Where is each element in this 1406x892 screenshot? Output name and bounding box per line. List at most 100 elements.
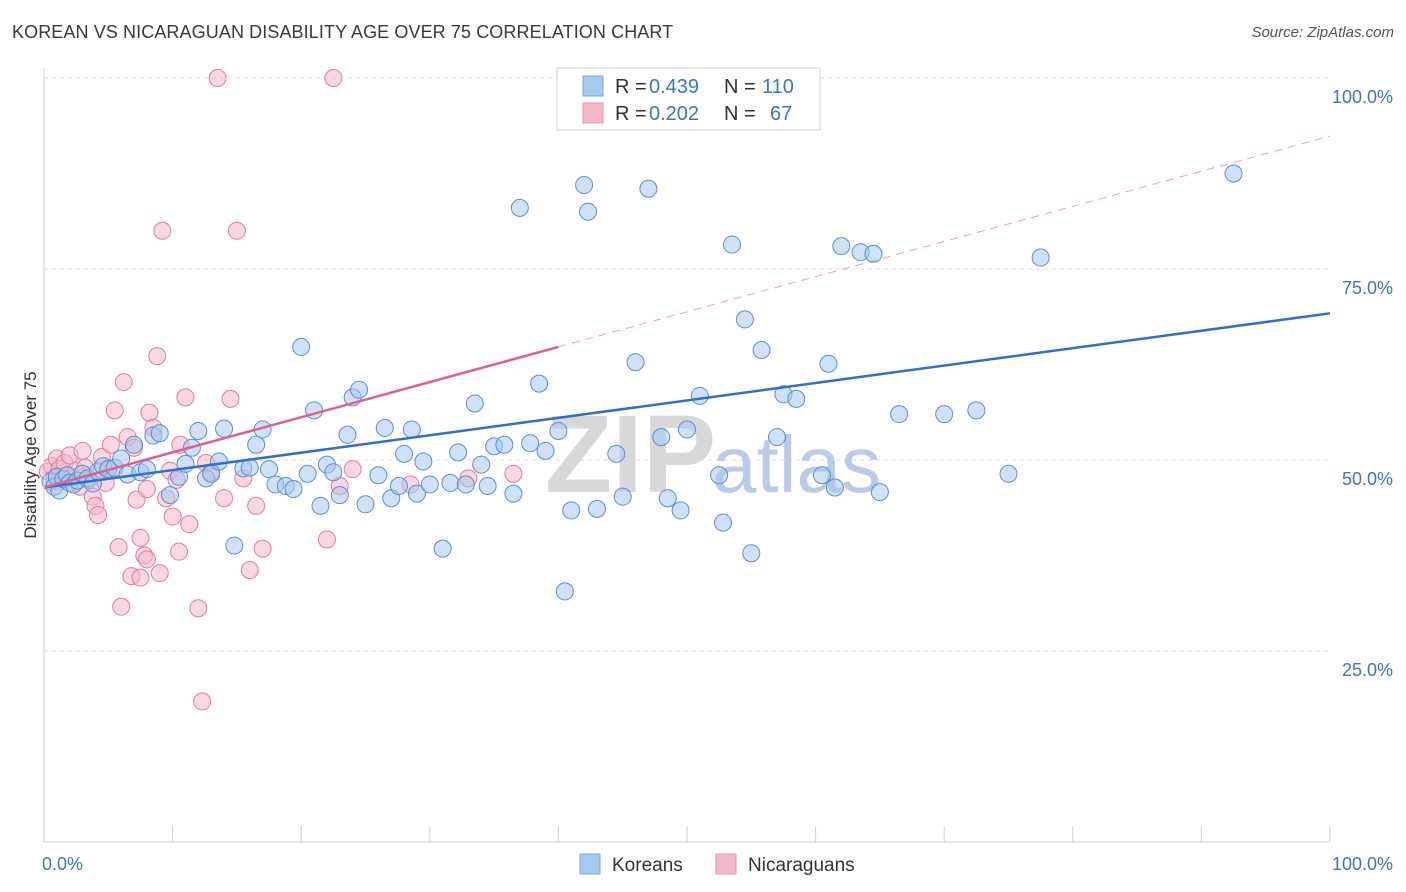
korean-point [710,466,729,485]
korean-point [456,475,475,494]
korean-point [284,480,303,499]
y-tick-label-75: 75.0% [1342,278,1393,298]
watermark-atlas: atlas [712,420,881,509]
korean-point [714,513,733,532]
korean-point [870,483,889,502]
korean-point [575,175,594,194]
nicaraguan-point [163,507,182,526]
axes [43,68,1331,843]
trend-lines [43,135,1331,489]
nicaraguan-point [317,530,336,549]
koreans-r-value: 0.439 [649,76,699,98]
koreans-n-value: 110 [762,76,794,98]
korean-point [562,501,581,520]
nicaraguans-n-value: 67 [770,103,792,125]
korean-point [209,452,228,471]
nicaraguan-point [89,506,108,525]
korean-point [1031,248,1050,267]
korean-point [298,464,317,483]
korean-point [752,340,771,359]
x-tick-label-max: 100.0% [1332,854,1393,874]
korean-point [247,435,266,454]
korean-point [449,443,468,462]
korean-point [338,425,357,444]
nicaraguan-point [504,464,523,483]
y-axis-label: Disability Age Over 75 [21,371,40,538]
nicaraguan-point [176,388,195,407]
korean-point [530,374,549,393]
korean-point [768,428,787,447]
korean-point [504,484,523,503]
korean-point [787,389,806,408]
korean-point [607,444,626,463]
nicaraguans-points [38,69,523,711]
nicaraguan-point [131,568,150,587]
korean-point [935,405,954,424]
korean-point [832,237,851,256]
nicaraguan-point [101,435,120,454]
korean-point [639,179,658,198]
nicaraguans-swatch [582,102,604,124]
korean-point [407,484,426,503]
koreans-points [41,164,1243,601]
korean-point [967,401,986,420]
korean-point [375,418,394,437]
nicaraguan-point [153,221,172,240]
nicaraguans-trend-line [43,345,559,489]
korean-point [330,486,349,505]
nicaraguan-point [73,441,92,460]
stats-legend: R = 0.439 N = 110 R = 0.202 N = 67 [556,67,821,131]
y-tick-label-100: 100.0% [1332,87,1393,107]
korean-point [189,421,208,440]
koreans-n-label: N = [724,76,756,98]
korean-point [578,202,597,221]
nicaraguan-point [247,496,266,515]
y-tick-label-50: 50.0% [1342,469,1393,489]
korean-point [420,475,439,494]
korean-point [225,536,244,555]
nicaraguans-trend-extension [558,135,1331,348]
korean-point [472,455,491,474]
korean-point [389,476,408,495]
nicaraguan-point [170,542,189,561]
nicaraguan-point [343,460,362,479]
chart-title: KOREAN VS NICARAGUAN DISABILITY AGE OVER… [12,22,674,42]
bottom-nicaraguans-label: Nicaraguans [748,855,855,876]
nicaraguan-point [221,389,240,408]
korean-point [555,582,574,601]
korean-point [161,486,180,505]
korean-point [671,501,690,520]
nicaraguan-point [137,550,156,569]
nicaraguan-point [189,599,208,618]
korean-point [356,495,375,514]
korean-point [495,435,514,454]
nicaraguan-point [137,480,156,499]
korean-point [1224,164,1243,183]
bottom-legend: Koreans Nicaraguans [579,853,855,876]
bottom-koreans-label: Koreans [612,855,683,876]
korean-point [465,394,484,413]
korean-point [626,353,645,372]
nicaraguan-point [227,221,246,240]
nicaraguan-point [114,373,133,392]
korean-point [521,434,540,453]
nicaraguan-point [253,539,272,558]
korean-point [658,489,677,508]
korean-point [150,424,169,443]
korean-point [587,499,606,518]
korean-point [890,405,909,424]
koreans-trend-line [43,312,1331,489]
nicaraguan-point [140,403,159,422]
nicaraguans-n-label: N = [724,103,756,125]
nicaraguan-point [148,347,167,366]
korean-point [819,354,838,373]
korean-point [678,420,696,439]
korean-point [549,421,568,440]
nicaraguan-point [109,538,128,557]
korean-point [999,464,1018,483]
koreans-r-label: R = [615,76,647,98]
nicaraguans-r-label: R = [615,103,647,125]
nicaraguans-r-value: 0.202 [649,103,699,125]
koreans-swatch [582,75,604,97]
